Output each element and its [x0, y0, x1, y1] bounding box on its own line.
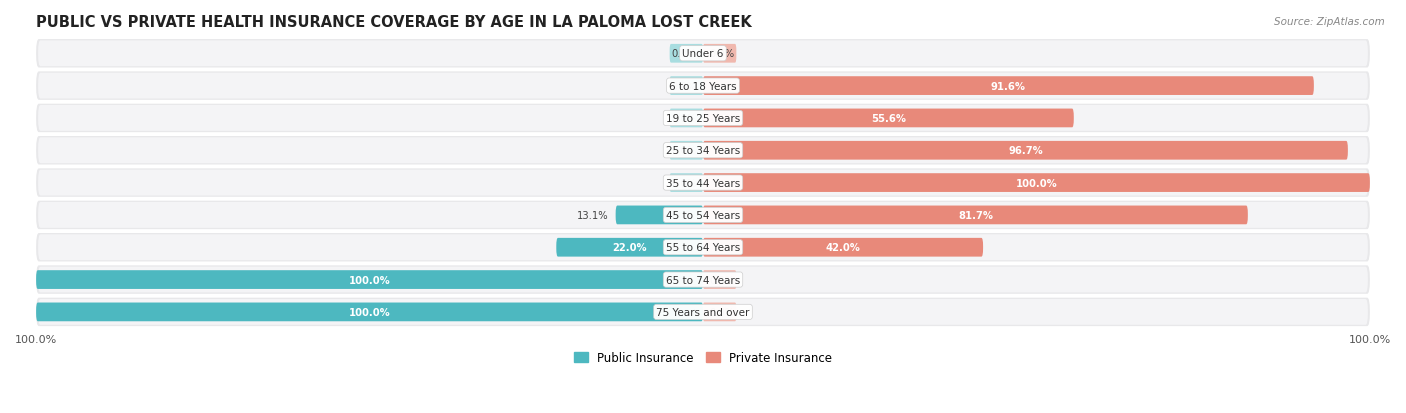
FancyBboxPatch shape	[38, 41, 1368, 67]
Text: 0.0%: 0.0%	[671, 178, 696, 188]
Legend: Public Insurance, Private Insurance: Public Insurance, Private Insurance	[569, 347, 837, 369]
FancyBboxPatch shape	[703, 271, 737, 289]
FancyBboxPatch shape	[38, 170, 1368, 196]
FancyBboxPatch shape	[37, 104, 1369, 133]
FancyBboxPatch shape	[37, 201, 1369, 230]
Text: 55 to 64 Years: 55 to 64 Years	[666, 243, 740, 253]
Text: 0.0%: 0.0%	[671, 49, 696, 59]
Text: 100.0%: 100.0%	[349, 275, 391, 285]
Text: 0.0%: 0.0%	[671, 114, 696, 123]
FancyBboxPatch shape	[37, 303, 703, 321]
FancyBboxPatch shape	[37, 271, 703, 289]
FancyBboxPatch shape	[669, 109, 703, 128]
FancyBboxPatch shape	[37, 72, 1369, 101]
FancyBboxPatch shape	[37, 233, 1369, 262]
FancyBboxPatch shape	[669, 45, 703, 64]
Text: 45 to 54 Years: 45 to 54 Years	[666, 210, 740, 221]
FancyBboxPatch shape	[38, 74, 1368, 99]
FancyBboxPatch shape	[37, 169, 1369, 197]
Text: 75 Years and over: 75 Years and over	[657, 307, 749, 317]
Text: 55.6%: 55.6%	[870, 114, 905, 123]
Text: PUBLIC VS PRIVATE HEALTH INSURANCE COVERAGE BY AGE IN LA PALOMA LOST CREEK: PUBLIC VS PRIVATE HEALTH INSURANCE COVER…	[37, 15, 752, 30]
Text: 6 to 18 Years: 6 to 18 Years	[669, 81, 737, 91]
FancyBboxPatch shape	[557, 238, 703, 257]
FancyBboxPatch shape	[703, 45, 737, 64]
FancyBboxPatch shape	[38, 106, 1368, 132]
Text: 22.0%: 22.0%	[613, 243, 647, 253]
Text: 100.0%: 100.0%	[349, 307, 391, 317]
FancyBboxPatch shape	[703, 174, 1369, 192]
Text: 0.0%: 0.0%	[671, 81, 696, 91]
Text: 91.6%: 91.6%	[991, 81, 1026, 91]
Text: 42.0%: 42.0%	[825, 243, 860, 253]
Text: 0.0%: 0.0%	[710, 49, 735, 59]
Text: 100.0%: 100.0%	[1015, 178, 1057, 188]
Text: 35 to 44 Years: 35 to 44 Years	[666, 178, 740, 188]
FancyBboxPatch shape	[38, 267, 1368, 293]
FancyBboxPatch shape	[37, 298, 1369, 326]
FancyBboxPatch shape	[37, 40, 1369, 68]
FancyBboxPatch shape	[616, 206, 703, 225]
Text: Under 6: Under 6	[682, 49, 724, 59]
Text: 19 to 25 Years: 19 to 25 Years	[666, 114, 740, 123]
FancyBboxPatch shape	[703, 206, 1249, 225]
FancyBboxPatch shape	[703, 303, 737, 321]
FancyBboxPatch shape	[38, 299, 1368, 325]
Text: 0.0%: 0.0%	[710, 307, 735, 317]
Text: 0.0%: 0.0%	[671, 146, 696, 156]
Text: Source: ZipAtlas.com: Source: ZipAtlas.com	[1274, 17, 1385, 26]
FancyBboxPatch shape	[38, 235, 1368, 261]
Text: 25 to 34 Years: 25 to 34 Years	[666, 146, 740, 156]
Text: 0.0%: 0.0%	[710, 275, 735, 285]
FancyBboxPatch shape	[703, 77, 1313, 96]
FancyBboxPatch shape	[703, 109, 1074, 128]
FancyBboxPatch shape	[669, 174, 703, 192]
FancyBboxPatch shape	[669, 77, 703, 96]
FancyBboxPatch shape	[38, 138, 1368, 164]
FancyBboxPatch shape	[38, 202, 1368, 228]
Text: 81.7%: 81.7%	[957, 210, 993, 221]
FancyBboxPatch shape	[669, 142, 703, 160]
FancyBboxPatch shape	[703, 238, 983, 257]
FancyBboxPatch shape	[703, 142, 1348, 160]
FancyBboxPatch shape	[37, 266, 1369, 294]
FancyBboxPatch shape	[37, 137, 1369, 165]
Text: 13.1%: 13.1%	[578, 210, 609, 221]
Text: 96.7%: 96.7%	[1008, 146, 1043, 156]
Text: 65 to 74 Years: 65 to 74 Years	[666, 275, 740, 285]
